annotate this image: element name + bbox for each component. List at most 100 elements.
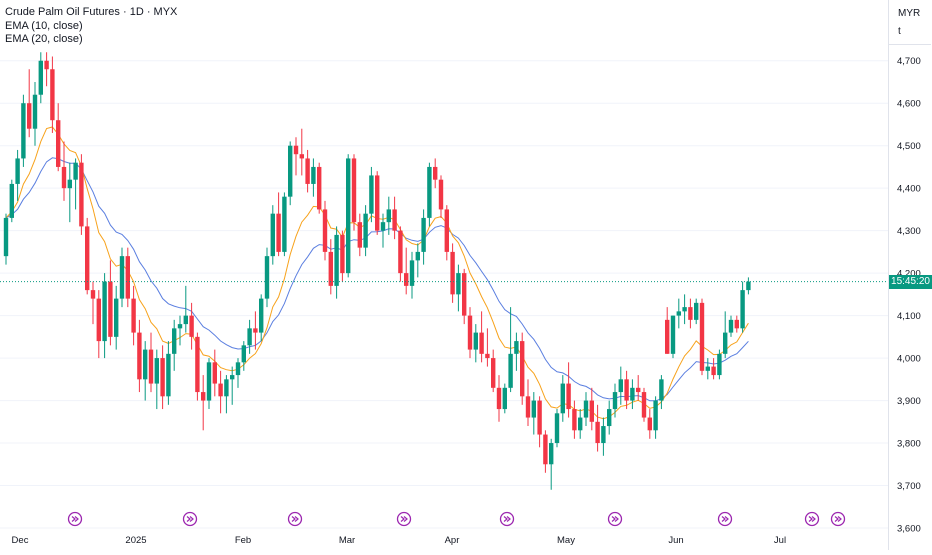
price-tick-label: 4,300: [897, 226, 921, 237]
candle-body-up: [380, 222, 386, 231]
event-marker-ring: [607, 511, 623, 527]
candle-body-down: [444, 209, 449, 252]
event-marker-icon[interactable]: [830, 511, 846, 527]
candle-body-down: [61, 166, 67, 189]
event-marker-ring: [804, 511, 820, 527]
candle-body-down: [496, 387, 502, 410]
candle-body-up: [224, 379, 229, 397]
event-marker-icon[interactable]: [607, 511, 623, 527]
candle-body-up: [682, 307, 687, 312]
candle-body-up: [143, 349, 148, 380]
candle-body-down: [148, 349, 154, 384]
event-marker-icon[interactable]: [182, 511, 198, 527]
candle-body-down: [734, 319, 739, 329]
candle-body-down: [96, 298, 101, 342]
candles: [3, 52, 751, 490]
candle-body-down: [392, 209, 397, 231]
event-marker-icon[interactable]: [499, 511, 515, 527]
candle-body-down: [44, 60, 49, 70]
candle-body-up: [427, 166, 432, 218]
candle-body-down: [79, 162, 84, 227]
event-marker-icon[interactable]: [396, 511, 412, 527]
event-marker-icon[interactable]: [287, 511, 303, 527]
candle-body-up: [508, 353, 513, 388]
candle-body-up: [421, 217, 426, 252]
price-chart[interactable]: Dec 2025 Feb Mar Apr May Jun Jul: [0, 0, 888, 550]
time-tick-label: Mar: [339, 535, 355, 546]
candle-body-up: [282, 196, 287, 252]
candle-body-up: [740, 290, 745, 329]
currency-label[interactable]: MYR: [898, 8, 921, 19]
event-marker-glyph: [808, 516, 816, 522]
candle-body-down: [641, 392, 647, 418]
event-markers[interactable]: [67, 511, 846, 527]
candle-body-up: [676, 311, 681, 316]
candle-body-up: [102, 281, 107, 342]
candle-body-down: [317, 166, 322, 210]
chart-legend: Crude Palm Oil Futures · 1D · MYX EMA (1…: [5, 6, 177, 47]
candle-body-up: [38, 60, 43, 95]
candle-body-up: [409, 260, 415, 286]
candle-body-down: [595, 421, 600, 444]
candle-body-up: [264, 256, 270, 299]
current-price-tag: 15:45:20: [889, 274, 932, 289]
candle-body-down: [340, 234, 345, 274]
price-tick-label: 3,600: [897, 524, 921, 535]
event-marker-glyph: [834, 516, 842, 522]
candle-body-up: [514, 341, 519, 354]
candle-body-up: [177, 324, 183, 329]
candle-body-down: [27, 103, 32, 129]
candle-body-up: [473, 332, 478, 350]
candle-body-down: [50, 69, 55, 121]
candle-body-down: [543, 434, 548, 465]
candle-body-up: [172, 328, 177, 354]
candle-body-up: [456, 273, 461, 295]
candle-body-up: [549, 443, 554, 465]
symbol-title[interactable]: Crude Palm Oil Futures · 1D · MYX: [5, 6, 178, 18]
candle-body-down: [398, 230, 403, 274]
ema10-legend[interactable]: EMA (10, close): [5, 19, 83, 32]
candle-body-down: [433, 166, 438, 180]
candle-body-down: [56, 120, 61, 167]
time-tick-label: May: [557, 535, 575, 546]
candle-body-up: [612, 392, 618, 410]
candle-body-up: [241, 345, 246, 363]
candle-body-down: [90, 290, 96, 299]
event-marker-icon[interactable]: [717, 511, 733, 527]
candle-body-up: [578, 417, 583, 431]
ema20-legend[interactable]: EMA (20, close): [5, 33, 83, 45]
candle-body-up: [601, 426, 606, 444]
candle-body-up: [235, 362, 241, 376]
currency-selector[interactable]: [889, 0, 931, 45]
candle-body-up: [554, 413, 560, 444]
grid: [0, 60, 888, 529]
unit-label[interactable]: t: [898, 26, 901, 37]
candle-body-up: [653, 400, 658, 431]
candle-body-down: [624, 379, 629, 401]
candle-body-up: [415, 251, 420, 261]
event-marker-icon[interactable]: [804, 511, 820, 527]
candle-body-down: [589, 400, 594, 422]
candle-body-up: [694, 302, 699, 320]
event-marker-icon[interactable]: [67, 511, 83, 527]
candle-body-down: [485, 353, 490, 359]
candle-body-up: [259, 298, 264, 333]
candle-body-down: [647, 417, 652, 431]
candle-body-up: [230, 375, 235, 380]
price-tick-label: 3,800: [897, 439, 921, 450]
candle-body-up: [363, 213, 368, 248]
price-tick-label: 4,700: [897, 56, 921, 67]
price-tick-label: 4,000: [897, 354, 921, 365]
time-axis: Dec 2025 Feb Mar Apr May Jun Jul: [12, 535, 787, 546]
candle-body-up: [346, 158, 351, 274]
event-marker-glyph: [71, 516, 79, 522]
candle-body-down: [212, 362, 217, 384]
candle-body-down: [201, 392, 206, 401]
candle-body-up: [723, 332, 728, 354]
event-marker-ring: [182, 511, 198, 527]
candle-body-down: [322, 209, 328, 252]
candle-body-up: [154, 358, 159, 384]
event-marker-glyph: [186, 516, 194, 522]
candle-body-up: [3, 217, 9, 257]
price-tick-label: 4,100: [897, 311, 921, 322]
